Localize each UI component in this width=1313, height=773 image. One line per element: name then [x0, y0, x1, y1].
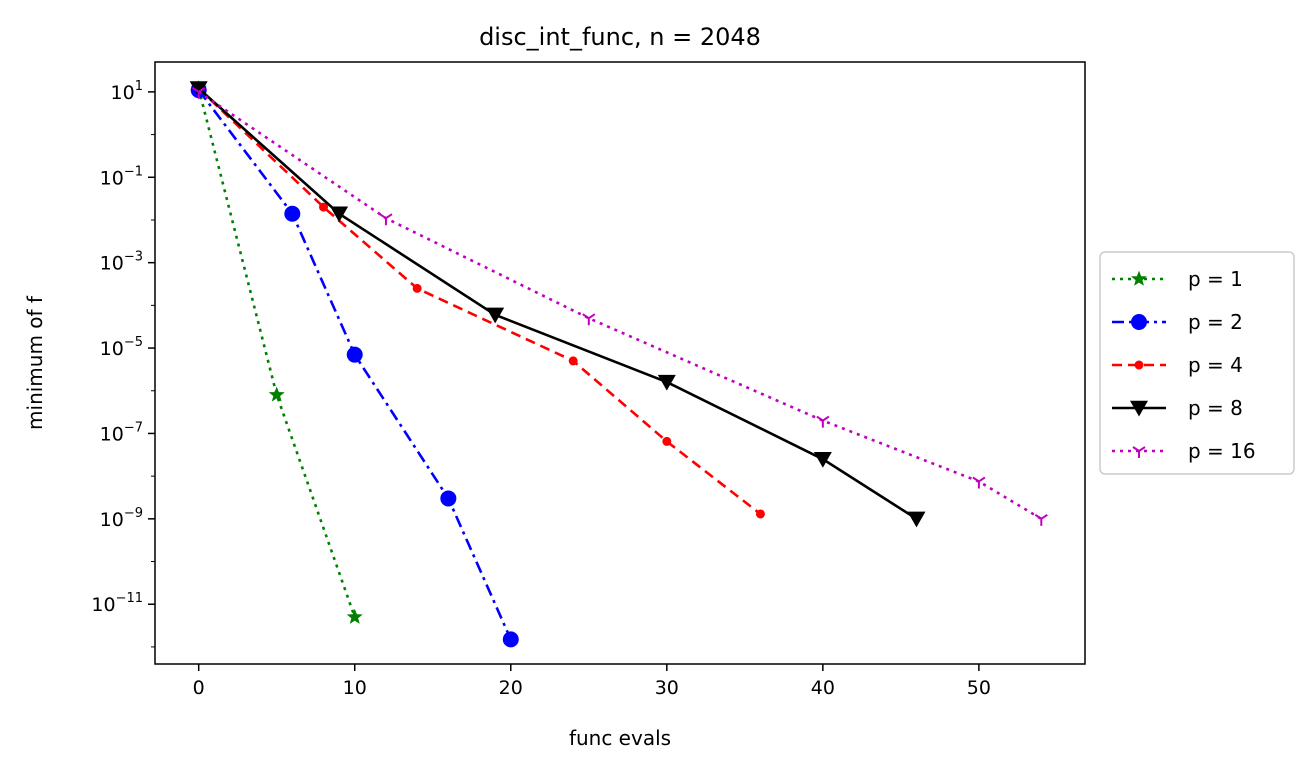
y-tick-label: 10−9 — [100, 506, 143, 531]
x-axis: 0 10 20 30 40 50 — [193, 664, 991, 699]
legend-label: p = 16 — [1188, 439, 1256, 463]
data-point — [813, 451, 832, 468]
data-point — [1034, 514, 1048, 526]
x-tick-label: 50 — [967, 677, 991, 699]
data-point — [189, 81, 208, 98]
series-p8 — [189, 81, 926, 528]
legend-item: p = 16 — [1112, 439, 1256, 463]
legend-marker — [1132, 446, 1146, 458]
data-point — [330, 206, 349, 223]
y-tick-exponent: −3 — [124, 250, 143, 265]
y-tick-exponent: 1 — [135, 79, 143, 94]
legend-box — [1099, 251, 1295, 475]
y-tick-exponent: −7 — [124, 420, 143, 435]
series-p4 — [194, 84, 765, 519]
data-point — [972, 476, 986, 489]
x-tick-label: 0 — [193, 677, 205, 699]
x-tick-label: 40 — [811, 677, 835, 699]
legend-item: p = 8 — [1112, 396, 1243, 420]
y-tick-label: 101 — [111, 79, 143, 104]
data-point — [816, 415, 830, 428]
legend-item: p = 1 — [1112, 267, 1243, 291]
plot-area — [189, 80, 1048, 648]
legend-label: p = 4 — [1188, 353, 1243, 377]
data-point — [502, 631, 519, 648]
chart-title: disc_int_func, n = 2048 — [479, 23, 761, 51]
data-point — [192, 87, 206, 99]
y-tick-base: 10 — [100, 167, 124, 189]
legend-label: p = 1 — [1188, 267, 1243, 291]
series-line — [197, 87, 762, 515]
series-p2 — [190, 82, 519, 648]
y-tick-base: 10 — [100, 423, 124, 445]
legend: p = 1 p = 2 p = 4 p = 8 p = 16 — [1099, 251, 1295, 475]
y-tick-label: 10−5 — [100, 335, 143, 360]
x-axis-label: func evals — [569, 726, 671, 750]
series-p1 — [190, 80, 363, 624]
y-tick-base: 10 — [100, 509, 124, 531]
data-point — [379, 213, 393, 226]
legend-label: p = 8 — [1188, 396, 1243, 420]
legend-item: p = 2 — [1112, 310, 1243, 334]
x-tick-label: 20 — [499, 677, 523, 699]
plot-frame — [154, 61, 1086, 665]
y-tick-label: 10−11 — [91, 591, 143, 616]
x-tick-label: 30 — [655, 677, 679, 699]
legend-marker — [1134, 360, 1144, 370]
legend-item: p = 4 — [1112, 353, 1243, 377]
series-line — [197, 90, 1042, 520]
data-point — [346, 346, 363, 363]
y-axis-label: minimum of f — [23, 295, 47, 430]
y-tick-label: 10−1 — [100, 164, 143, 189]
legend-marker — [1131, 314, 1147, 330]
data-point — [284, 205, 301, 222]
data-point — [657, 374, 676, 391]
legend-marker — [1131, 270, 1147, 286]
data-point — [755, 509, 765, 519]
x-tick-label: 10 — [343, 677, 367, 699]
data-point — [346, 608, 363, 624]
legend-label: p = 2 — [1188, 310, 1243, 334]
y-tick-base: 10 — [100, 253, 124, 275]
data-point — [907, 511, 926, 528]
series-line — [197, 88, 356, 618]
y-tick-base: 10 — [91, 594, 115, 616]
data-point — [662, 436, 672, 446]
data-point — [568, 356, 578, 366]
y-tick-exponent: −1 — [124, 164, 143, 179]
y-tick-base: 10 — [100, 338, 124, 360]
legend-marker — [1130, 400, 1148, 417]
y-tick-exponent: −9 — [124, 506, 143, 521]
series-p16 — [192, 87, 1048, 526]
y-tick-base: 10 — [111, 82, 135, 104]
y-tick-label: 10−7 — [100, 420, 143, 445]
data-point — [319, 202, 329, 212]
data-point — [268, 386, 285, 402]
series-line — [197, 89, 512, 640]
data-point — [440, 490, 457, 507]
data-point — [486, 307, 505, 324]
data-point — [412, 283, 422, 293]
y-tick-exponent: −5 — [124, 335, 143, 350]
series-line — [197, 87, 918, 520]
y-tick-label: 10−3 — [100, 250, 143, 275]
data-point — [582, 313, 596, 326]
y-tick-exponent: −11 — [116, 591, 143, 606]
